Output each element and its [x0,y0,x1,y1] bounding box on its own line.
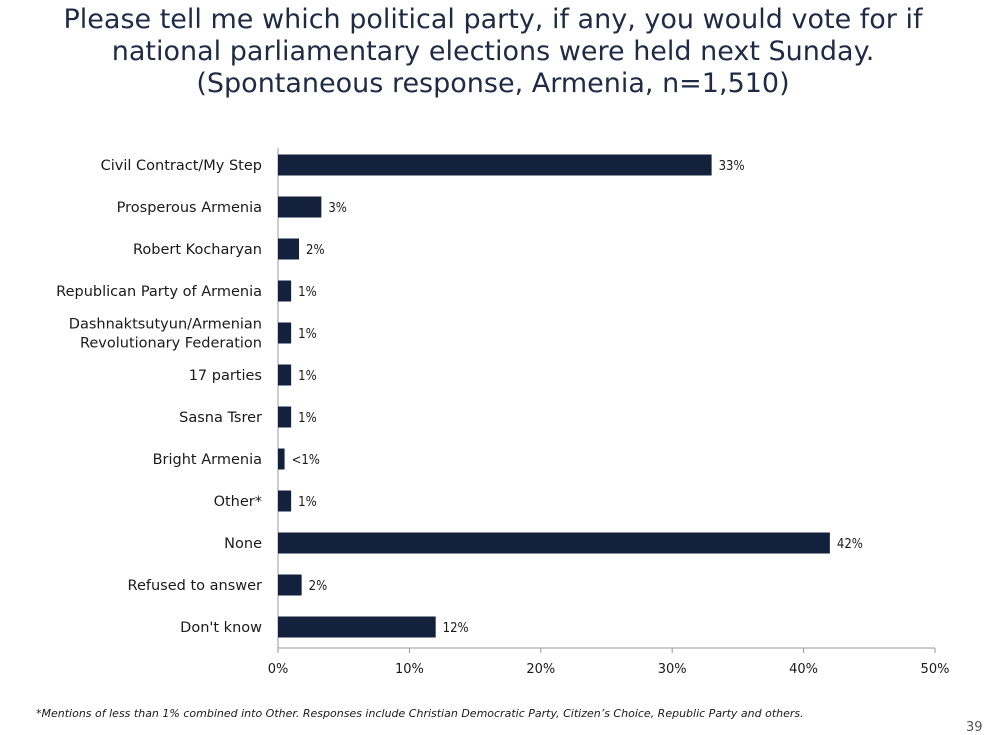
category-label-4-line-1: Revolutionary Federation [80,336,262,352]
value-label-6: 1% [298,411,317,426]
category-label-11: Don't know [180,620,262,636]
bar-10 [278,574,302,596]
chart-title-line-1: Please tell me which political party, if… [63,4,923,35]
category-label-4-line-0: Dashnaktsutyun/Armenian [69,317,262,333]
value-label-2: 2% [306,243,325,258]
bar-7 [278,448,285,470]
category-label-6-line-0: Sasna Tsrer [179,410,262,426]
page-number: 39 [966,720,983,735]
bar-8 [278,490,292,512]
chart-title: Please tell me which political party, if… [0,4,986,100]
category-label-8: Other* [214,494,262,510]
value-label-0: 33% [719,159,745,174]
value-label-9: 42% [837,537,863,552]
bar-3 [278,280,292,302]
value-label-1: 3% [328,201,347,216]
category-label-7: Bright Armenia [153,452,262,468]
category-label-10-line-0: Refused to answer [128,578,263,594]
category-label-5-line-0: 17 parties [189,368,262,384]
category-label-4: Dashnaktsutyun/Armenian Revolutionary Fed… [69,317,262,352]
bar-5 [278,364,292,386]
x-tick-label-4: 40% [789,662,818,677]
chart-title-line-2: national parliamentary elections were he… [111,36,875,67]
x-tick-label-5: 50% [921,662,950,677]
x-tick-label-1: 10% [395,662,424,677]
bar-11 [278,616,436,638]
category-label-1-line-0: Prosperous Armenia [117,200,262,216]
value-label-11: 12% [443,621,469,636]
value-label-8: 1% [298,495,317,510]
value-label-10: 2% [309,579,328,594]
category-label-3: Republican Party of Armenia [56,284,262,300]
value-label-3: 1% [298,285,317,300]
bar-1 [278,196,322,218]
x-tick-label-2: 20% [526,662,555,677]
value-label-4: 1% [298,327,317,342]
category-label-6: Sasna Tsrer [179,410,262,426]
category-label-3-line-0: Republican Party of Armenia [56,284,262,300]
bar-0 [278,154,712,176]
bar-4 [278,322,292,344]
category-label-0-line-0: Civil Contract/My Step [101,158,262,174]
bar-9 [278,532,830,554]
category-label-9-line-0: None [224,536,262,552]
category-label-2-line-0: Robert Kocharyan [133,242,262,258]
bar-chart: 0% 10% 20% 30% 40% 50% 33% Civil Contract/My St… [56,148,950,677]
category-label-11-line-0: Don't know [180,620,262,636]
category-label-9: None [224,536,262,552]
value-label-7: <1% [292,453,320,468]
category-label-0: Civil Contract/My Step [101,158,262,174]
footnote: *Mentions of less than 1% combined into … [36,707,804,720]
category-label-5: 17 parties [189,368,262,384]
category-label-7-line-0: Bright Armenia [153,452,262,468]
category-label-10: Refused to answer [128,578,263,594]
bar-6 [278,406,292,428]
x-tick-label-3: 30% [658,662,687,677]
category-label-1: Prosperous Armenia [117,200,262,216]
value-label-5: 1% [298,369,317,384]
bar-2 [278,238,300,260]
x-tick-label-0: 0% [268,662,289,677]
category-label-8-line-0: Other* [214,494,262,510]
category-label-2: Robert Kocharyan [133,242,262,258]
chart-title-line-3: (Spontaneous response, Armenia, n=1,510) [196,68,790,99]
